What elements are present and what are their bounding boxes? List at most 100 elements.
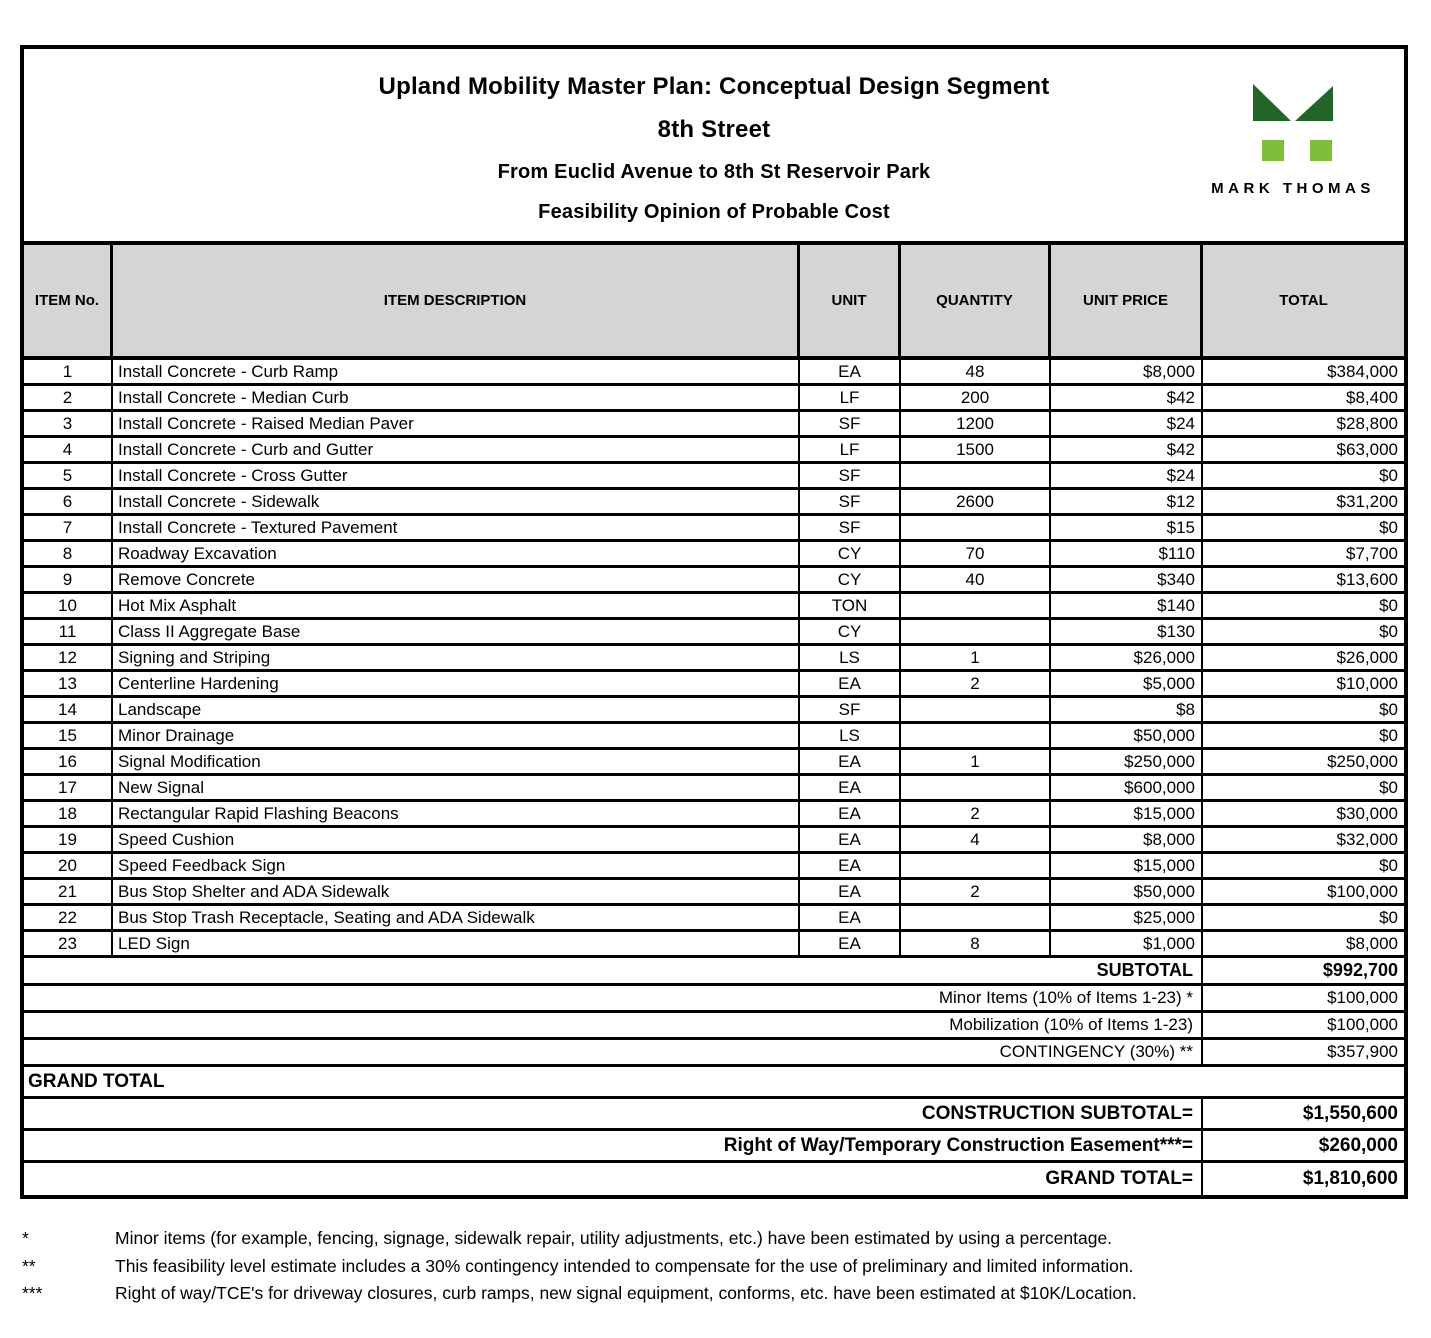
cell-total: $0	[1379, 725, 1398, 745]
cell-description: Signal Modification	[113, 750, 800, 773]
col-quantity: QUANTITY	[901, 245, 1051, 356]
grand-total-section-label: GRAND TOTAL	[28, 1070, 165, 1092]
adjustment-label: CONTINGENCY (30%) **	[24, 1040, 1203, 1064]
total-value: $260,000	[1318, 1134, 1398, 1156]
subtotal-value: $992,700	[1322, 960, 1398, 980]
table-row: 13 Centerline Hardening EA 2 $5,000 $10,…	[24, 672, 1404, 698]
col-total: TOTAL	[1279, 292, 1328, 309]
cell-description: Centerline Hardening	[113, 672, 800, 695]
cell-quantity: 2600	[901, 490, 1051, 513]
cell-quantity: 48	[901, 360, 1051, 383]
cell-item-no: 9	[24, 568, 113, 591]
cell-unit: SF	[800, 516, 901, 539]
cell-quantity: 200	[901, 386, 1051, 409]
cell-unit-price: $600,000	[1051, 776, 1203, 799]
total-label: CONSTRUCTION SUBTOTAL=	[24, 1099, 1203, 1128]
table-row: 3 Install Concrete - Raised Median Paver…	[24, 412, 1404, 438]
cell-unit: EA	[800, 750, 901, 773]
cell-description: Speed Cushion	[113, 828, 800, 851]
table-row: 18 Rectangular Rapid Flashing Beacons EA…	[24, 802, 1404, 828]
cell-total: $384,000	[1327, 361, 1398, 381]
cell-quantity: 40	[901, 568, 1051, 591]
cell-unit-price: $12	[1051, 490, 1203, 513]
cell-item-no: 4	[24, 438, 113, 461]
logo-wordmark: MARK THOMAS	[1211, 180, 1375, 197]
cell-unit: EA	[800, 360, 901, 383]
cell-unit-price: $42	[1051, 438, 1203, 461]
cell-description: Hot Mix Asphalt	[113, 594, 800, 617]
cell-total: $10,000	[1336, 673, 1398, 693]
cell-unit-price: $24	[1051, 464, 1203, 487]
cell-item-no: 7	[24, 516, 113, 539]
cell-description: Class II Aggregate Base	[113, 620, 800, 643]
col-item-no: ITEM No.	[24, 245, 113, 356]
cell-quantity: 8	[901, 932, 1051, 955]
table-row: 2 Install Concrete - Median Curb LF 200 …	[24, 386, 1404, 412]
table-row: 19 Speed Cushion EA 4 $8,000 $32,000	[24, 828, 1404, 854]
mark-thomas-logo: MARK THOMAS	[1197, 83, 1389, 197]
cell-quantity	[901, 516, 1051, 539]
cell-total: $63,000	[1336, 439, 1398, 459]
cell-total: $0	[1379, 777, 1398, 797]
cell-unit: TON	[800, 594, 901, 617]
cell-unit: EA	[800, 776, 901, 799]
cell-quantity: 2	[901, 672, 1051, 695]
cell-item-no: 21	[24, 880, 113, 903]
cell-unit: EA	[800, 672, 901, 695]
cell-description: Roadway Excavation	[113, 542, 800, 565]
cell-description: Install Concrete - Curb and Gutter	[113, 438, 800, 461]
cell-quantity	[901, 698, 1051, 721]
cell-unit: EA	[800, 802, 901, 825]
cell-unit: EA	[800, 880, 901, 903]
cell-item-no: 20	[24, 854, 113, 877]
adjustment-row: Minor Items (10% of Items 1-23) * $100,0…	[24, 986, 1404, 1013]
footnote-text: Minor items (for example, fencing, signa…	[115, 1228, 1113, 1248]
cell-quantity: 2	[901, 802, 1051, 825]
footnote-marker: **	[22, 1256, 36, 1276]
cell-item-no: 8	[24, 542, 113, 565]
cell-item-no: 10	[24, 594, 113, 617]
cell-description: Install Concrete - Sidewalk	[113, 490, 800, 513]
cell-unit-price: $5,000	[1051, 672, 1203, 695]
table-row: 10 Hot Mix Asphalt TON $140 $0	[24, 594, 1404, 620]
cell-total: $8,000	[1346, 933, 1398, 953]
cell-item-no: 5	[24, 464, 113, 487]
adjustment-value: $100,000	[1327, 988, 1398, 1007]
cell-unit: SF	[800, 698, 901, 721]
cell-total: $0	[1379, 465, 1398, 485]
cell-item-no: 19	[24, 828, 113, 851]
cell-total: $31,200	[1336, 491, 1398, 511]
table-row: 21 Bus Stop Shelter and ADA Sidewalk EA …	[24, 880, 1404, 906]
document-header: Upland Mobility Master Plan: Conceptual …	[24, 49, 1404, 245]
cell-quantity: 1	[901, 750, 1051, 773]
cell-unit: EA	[800, 854, 901, 877]
footnote-text: This feasibility level estimate includes…	[115, 1256, 1134, 1276]
adjustment-label: Minor Items (10% of Items 1-23) *	[24, 986, 1203, 1010]
cell-item-no: 6	[24, 490, 113, 513]
col-description: ITEM DESCRIPTION	[113, 245, 800, 356]
cell-item-no: 17	[24, 776, 113, 799]
cell-total: $32,000	[1336, 829, 1398, 849]
cell-description: Remove Concrete	[113, 568, 800, 591]
cell-total: $26,000	[1336, 647, 1398, 667]
mark-thomas-logo-icon	[1253, 84, 1333, 167]
cell-description: Speed Feedback Sign	[113, 854, 800, 877]
cell-unit: LF	[800, 386, 901, 409]
cell-unit-price: $8,000	[1051, 828, 1203, 851]
footnote-marker: *	[22, 1228, 29, 1248]
subtotal-row: SUBTOTAL $992,700	[24, 958, 1404, 986]
cell-quantity: 4	[901, 828, 1051, 851]
total-value: $1,550,600	[1302, 1102, 1398, 1124]
cell-total: $13,600	[1336, 569, 1398, 589]
cell-unit: SF	[800, 412, 901, 435]
cell-total: $0	[1379, 595, 1398, 615]
cell-description: Landscape	[113, 698, 800, 721]
cell-total: $0	[1379, 699, 1398, 719]
cell-description: New Signal	[113, 776, 800, 799]
cell-unit: LS	[800, 646, 901, 669]
cell-item-no: 23	[24, 932, 113, 955]
table-row: 7 Install Concrete - Textured Pavement S…	[24, 516, 1404, 542]
cell-unit-price: $1,000	[1051, 932, 1203, 955]
cell-item-no: 16	[24, 750, 113, 773]
table-row: 4 Install Concrete - Curb and Gutter LF …	[24, 438, 1404, 464]
